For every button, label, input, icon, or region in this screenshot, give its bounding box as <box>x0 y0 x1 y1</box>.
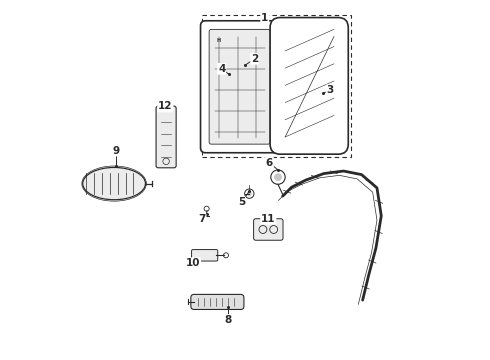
Text: 6: 6 <box>266 158 273 168</box>
Text: 4: 4 <box>218 64 225 74</box>
Text: 11: 11 <box>261 214 275 224</box>
Text: 8: 8 <box>224 315 231 325</box>
FancyBboxPatch shape <box>209 30 270 144</box>
Text: 9: 9 <box>112 145 120 156</box>
Text: 7: 7 <box>198 215 206 224</box>
Text: 2: 2 <box>251 54 258 64</box>
Circle shape <box>274 173 282 181</box>
Text: 1: 1 <box>261 13 269 23</box>
Text: H: H <box>216 39 220 43</box>
Circle shape <box>247 191 252 196</box>
Ellipse shape <box>83 167 146 200</box>
FancyBboxPatch shape <box>270 18 348 154</box>
FancyBboxPatch shape <box>191 294 244 310</box>
FancyBboxPatch shape <box>156 106 176 168</box>
Text: 5: 5 <box>238 197 245 207</box>
FancyBboxPatch shape <box>200 21 279 153</box>
Text: 10: 10 <box>186 258 200 268</box>
FancyBboxPatch shape <box>254 219 283 240</box>
Text: 12: 12 <box>158 102 172 112</box>
FancyBboxPatch shape <box>192 249 218 261</box>
Text: 3: 3 <box>327 85 334 95</box>
